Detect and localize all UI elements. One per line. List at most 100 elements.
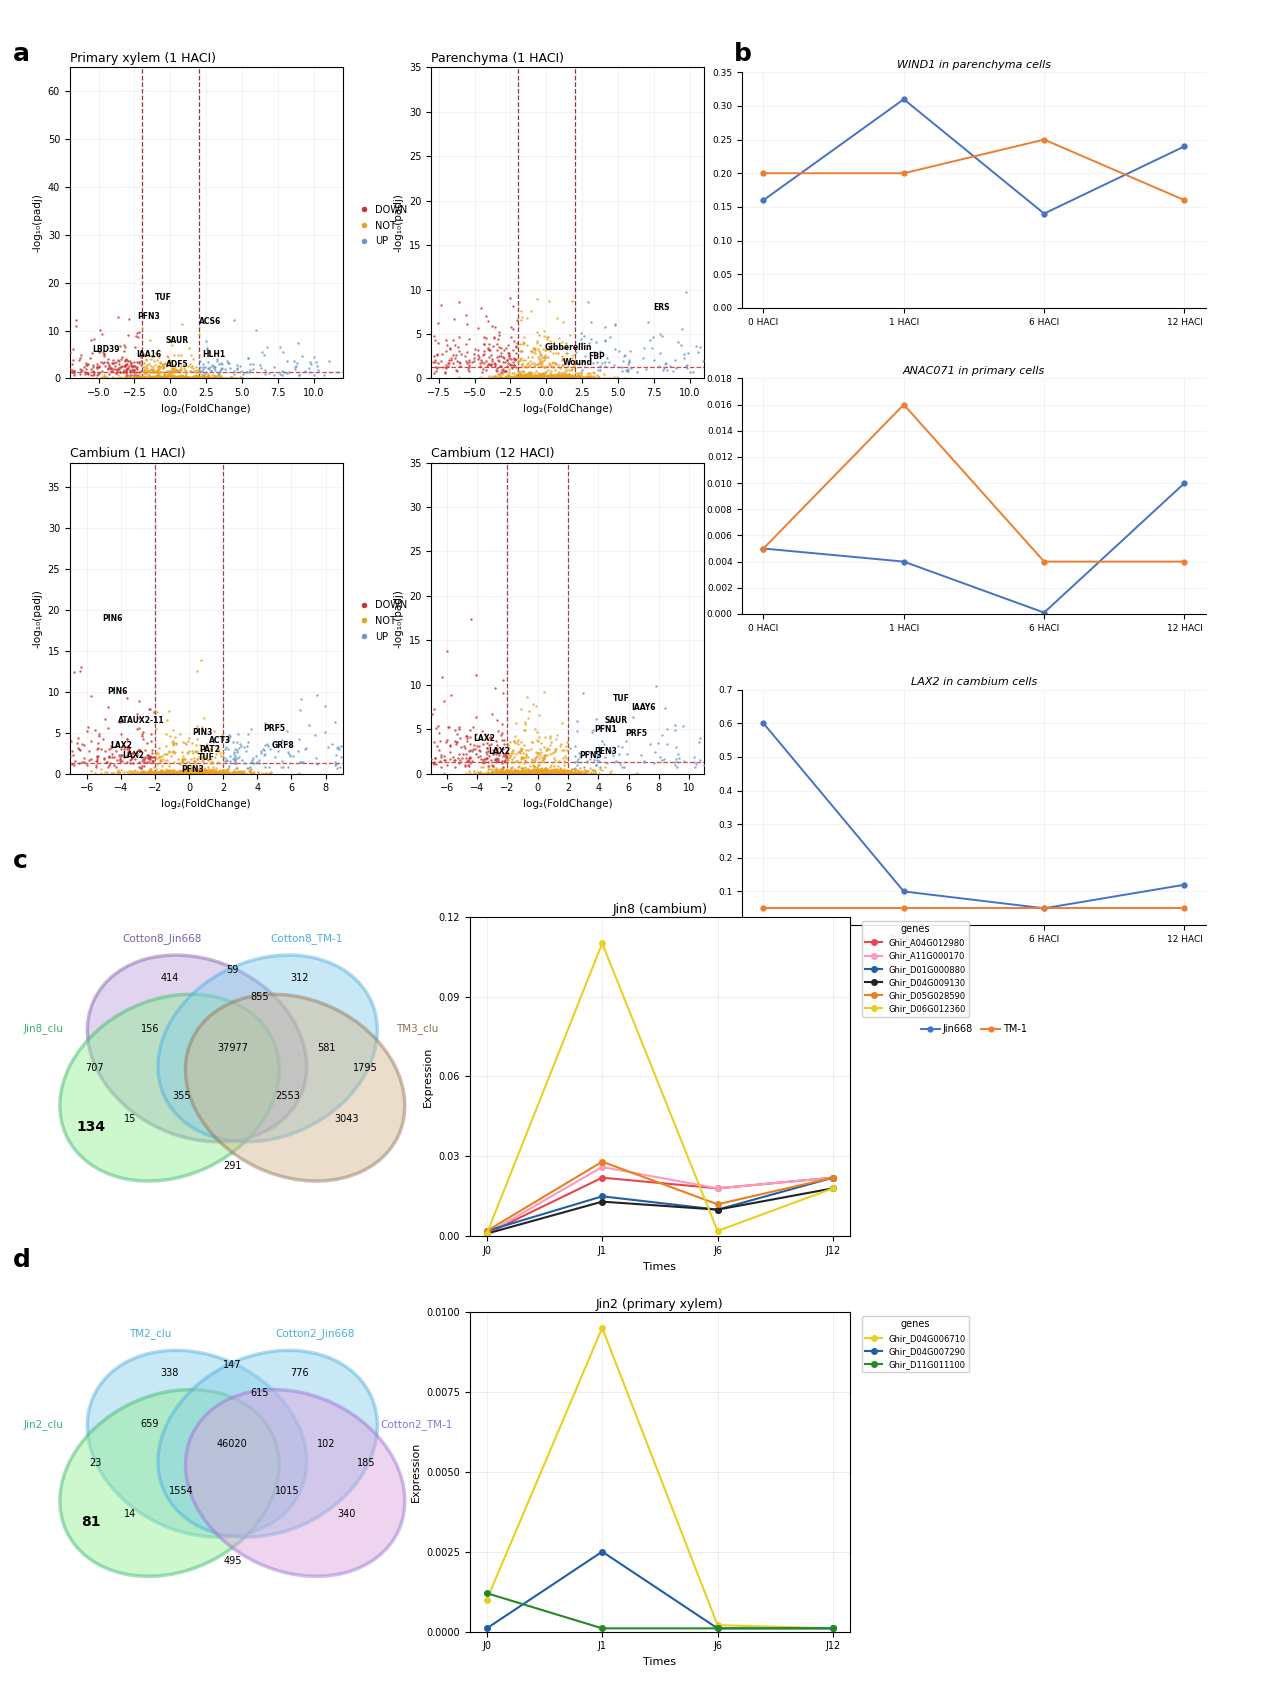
Point bbox=[132, 748, 152, 775]
Point bbox=[500, 759, 520, 785]
Point bbox=[133, 363, 154, 390]
Point bbox=[518, 759, 538, 785]
Point bbox=[160, 365, 180, 392]
Point bbox=[183, 363, 203, 390]
Point bbox=[537, 760, 557, 787]
Point bbox=[541, 759, 561, 785]
Point bbox=[532, 363, 552, 390]
Point bbox=[189, 365, 209, 392]
Jin668 bbox=[1176, 473, 1192, 493]
Point bbox=[162, 759, 183, 785]
Point bbox=[160, 759, 180, 785]
Point bbox=[199, 353, 220, 380]
Point bbox=[522, 363, 542, 390]
Point bbox=[194, 365, 214, 392]
Point bbox=[164, 740, 184, 767]
Point bbox=[178, 759, 198, 785]
Point bbox=[129, 365, 150, 392]
Point bbox=[197, 759, 217, 785]
Point bbox=[203, 755, 223, 782]
Point bbox=[527, 759, 547, 785]
Point bbox=[496, 759, 516, 785]
Point bbox=[141, 363, 161, 390]
Point bbox=[546, 759, 566, 785]
Point bbox=[553, 362, 574, 389]
Point bbox=[560, 760, 580, 787]
Point bbox=[152, 352, 173, 378]
Point bbox=[513, 362, 533, 389]
Point bbox=[549, 355, 570, 382]
Point bbox=[565, 363, 585, 390]
Point bbox=[152, 355, 173, 382]
Point bbox=[181, 353, 202, 380]
Point bbox=[527, 330, 547, 357]
Point bbox=[140, 365, 160, 392]
Ghir_D04G006710 bbox=[595, 1319, 610, 1339]
Point bbox=[528, 363, 548, 390]
Point bbox=[514, 363, 534, 390]
Point bbox=[503, 316, 523, 343]
Point bbox=[515, 710, 536, 737]
Point bbox=[516, 755, 537, 782]
Point bbox=[654, 745, 674, 772]
Point bbox=[237, 358, 258, 385]
Point bbox=[156, 357, 176, 383]
Point bbox=[440, 336, 461, 363]
Point bbox=[178, 760, 198, 787]
Point bbox=[159, 760, 179, 787]
Point bbox=[489, 363, 509, 390]
Text: PRF5: PRF5 bbox=[626, 730, 647, 738]
Point bbox=[552, 365, 572, 392]
Point bbox=[557, 760, 577, 787]
Text: PIN6: PIN6 bbox=[103, 614, 123, 622]
Point bbox=[175, 362, 195, 389]
Point bbox=[181, 760, 202, 787]
Point bbox=[240, 759, 260, 785]
Point bbox=[170, 760, 190, 787]
Point bbox=[168, 759, 188, 785]
Point bbox=[187, 759, 207, 785]
Point bbox=[483, 350, 504, 377]
Point bbox=[162, 365, 183, 392]
Point bbox=[160, 365, 180, 392]
Point bbox=[471, 754, 491, 780]
Point bbox=[207, 759, 227, 785]
Point bbox=[133, 365, 154, 392]
Point bbox=[84, 360, 104, 387]
Point bbox=[325, 752, 345, 779]
Point bbox=[529, 760, 549, 787]
Point bbox=[184, 358, 204, 385]
Point bbox=[524, 363, 544, 390]
Point bbox=[600, 759, 621, 785]
Point bbox=[463, 348, 483, 375]
Point bbox=[184, 365, 204, 392]
Point bbox=[213, 757, 233, 784]
Point bbox=[60, 355, 80, 382]
Point bbox=[518, 343, 538, 370]
Point bbox=[542, 363, 562, 390]
Point bbox=[121, 365, 141, 392]
Point bbox=[170, 350, 190, 377]
Point bbox=[666, 733, 687, 760]
Point bbox=[527, 755, 547, 782]
Point bbox=[541, 360, 561, 387]
Point bbox=[76, 355, 96, 382]
Point bbox=[71, 654, 91, 681]
Point bbox=[171, 760, 192, 787]
Point bbox=[648, 353, 669, 380]
Point bbox=[617, 357, 637, 383]
Point bbox=[137, 760, 157, 787]
Point bbox=[424, 696, 444, 723]
Point bbox=[129, 737, 150, 764]
Point bbox=[185, 759, 206, 785]
Point bbox=[160, 757, 180, 784]
Point bbox=[497, 759, 518, 785]
Point bbox=[608, 363, 628, 390]
Point bbox=[506, 747, 527, 774]
Point bbox=[114, 346, 135, 373]
Point bbox=[141, 365, 161, 392]
Point bbox=[584, 362, 604, 389]
Point bbox=[513, 760, 533, 787]
Point bbox=[187, 738, 207, 765]
Point bbox=[487, 330, 508, 357]
